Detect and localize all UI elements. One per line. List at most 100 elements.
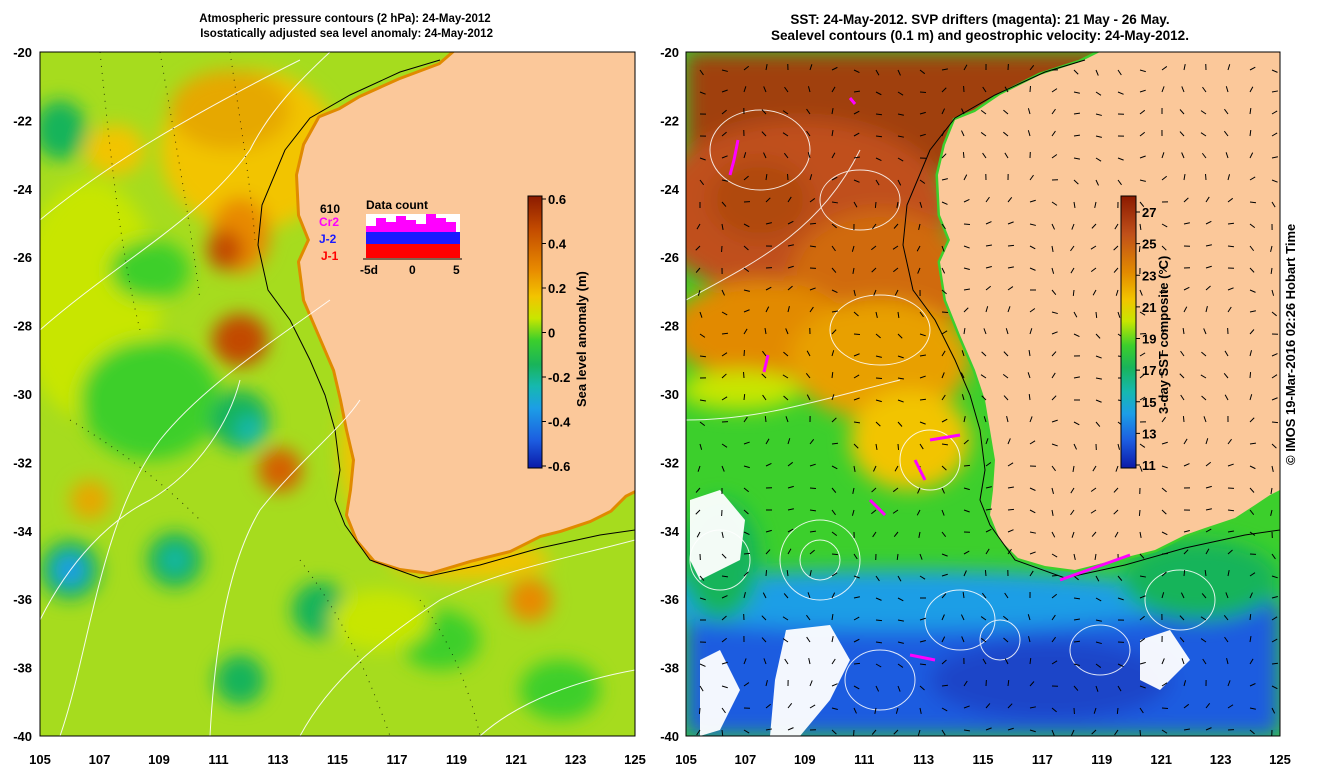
velocity-arrow (1029, 509, 1036, 514)
velocity-arrow (896, 553, 899, 561)
velocity-arrow (1180, 350, 1185, 357)
velocity-arrow (1249, 310, 1256, 313)
velocity-arrow (1029, 328, 1033, 335)
velocity-arrow (1161, 86, 1165, 93)
velocity-arrow (762, 394, 767, 401)
velocity-arrow (699, 663, 706, 667)
velocity-arrow (1007, 197, 1013, 203)
velocity-arrow (985, 486, 992, 489)
velocity-arrow (980, 110, 987, 115)
velocity-arrow (897, 619, 904, 622)
velocity-arrow (1179, 637, 1185, 643)
velocity-arrow (917, 487, 921, 494)
velocity-arrow (1051, 108, 1056, 115)
velocity-arrow (743, 465, 750, 469)
velocity-arrow (1180, 394, 1185, 401)
velocity-arrow (985, 727, 992, 731)
velocity-arrow (1007, 548, 1012, 555)
velocity-arrow (1249, 152, 1254, 159)
data-count-label-j2: J-2 (319, 232, 337, 246)
velocity-arrow (765, 529, 772, 533)
velocity-arrow (853, 201, 858, 208)
velocity-arrow (963, 729, 971, 732)
velocity-arrow (897, 663, 904, 668)
velocity-arrow (831, 509, 836, 516)
velocity-arrow (961, 394, 965, 401)
velocity-arrow (1182, 415, 1185, 423)
velocity-arrow (892, 245, 899, 250)
velocity-arrow (1179, 373, 1185, 379)
velocity-arrow (1183, 174, 1186, 181)
velocity-arrow (941, 267, 946, 274)
velocity-arrow (1139, 69, 1146, 73)
velocity-arrow (1161, 465, 1168, 469)
velocity-arrow (1073, 311, 1078, 318)
left-xtick-label: 111 (208, 752, 228, 767)
velocity-arrow (787, 306, 790, 313)
velocity-arrow (1249, 223, 1256, 229)
velocity-arrow (897, 311, 900, 319)
velocity-arrow (983, 416, 987, 423)
velocity-arrow (1095, 179, 1099, 186)
velocity-arrow (1029, 440, 1036, 445)
velocity-arrow (963, 327, 966, 335)
velocity-arrow (1223, 130, 1229, 137)
velocity-arrow (1227, 463, 1234, 467)
data-count-label-cr2: Cr2 (319, 215, 339, 229)
velocity-arrow (941, 531, 947, 538)
velocity-arrow (1249, 572, 1256, 577)
velocity-arrow (831, 245, 836, 252)
velocity-arrow (1007, 462, 1014, 467)
velocity-arrow (784, 86, 789, 93)
right-panel-title: SST: 24-May-2012. SVP drifters (magenta)… (771, 12, 1189, 43)
velocity-arrow (963, 509, 970, 513)
velocity-arrow (1114, 223, 1119, 230)
velocity-arrow (809, 509, 817, 512)
left-xtick-label: 117 (387, 752, 408, 767)
velocity-arrow (941, 372, 945, 379)
velocity-arrow (1094, 553, 1097, 561)
right-ytick-label: -22 (660, 113, 679, 128)
velocity-arrow (1114, 531, 1119, 538)
velocity-arrow (1072, 465, 1075, 472)
velocity-arrow (1139, 595, 1146, 599)
velocity-arrow (853, 132, 860, 137)
velocity-arrow (919, 707, 922, 714)
velocity-arrow (1095, 135, 1102, 138)
velocity-arrow (1002, 373, 1009, 379)
velocity-arrow (1070, 509, 1075, 516)
velocity-arrow (941, 108, 946, 115)
velocity-arrow (894, 289, 899, 296)
velocity-arrow (1007, 221, 1014, 225)
velocity-arrow (1029, 416, 1033, 423)
velocity-arrow (1051, 130, 1056, 137)
velocity-arrow (1027, 372, 1031, 379)
velocity-arrow (1051, 465, 1056, 472)
left-xtick-label: 121 (505, 752, 527, 767)
velocity-arrow (1249, 635, 1252, 643)
velocity-arrow (1090, 509, 1097, 514)
velocity-arrow (916, 245, 921, 252)
velocity-arrow (851, 245, 855, 252)
velocity-arrow (1051, 419, 1058, 423)
velocity-arrow (1249, 707, 1256, 710)
velocity-arrow (783, 593, 789, 599)
velocity-arrow (1051, 223, 1056, 230)
velocity-arrow (782, 110, 789, 115)
velocity-arrow (1249, 86, 1254, 93)
velocity-arrow (1007, 508, 1015, 511)
velocity-arrow (963, 570, 967, 577)
velocity-arrow (1200, 132, 1207, 137)
velocity-arrow (1223, 373, 1229, 379)
velocity-arrow (1205, 306, 1208, 313)
velocity-arrow (980, 132, 987, 137)
velocity-arrow (875, 399, 882, 403)
velocity-arrow (875, 135, 883, 138)
velocity-arrow (941, 289, 947, 295)
velocity-arrow (853, 616, 860, 621)
velocity-arrow (875, 91, 882, 96)
left-xtick-label: 113 (268, 752, 289, 767)
velocity-arrow (1249, 592, 1253, 599)
velocity-arrow (1249, 613, 1252, 621)
